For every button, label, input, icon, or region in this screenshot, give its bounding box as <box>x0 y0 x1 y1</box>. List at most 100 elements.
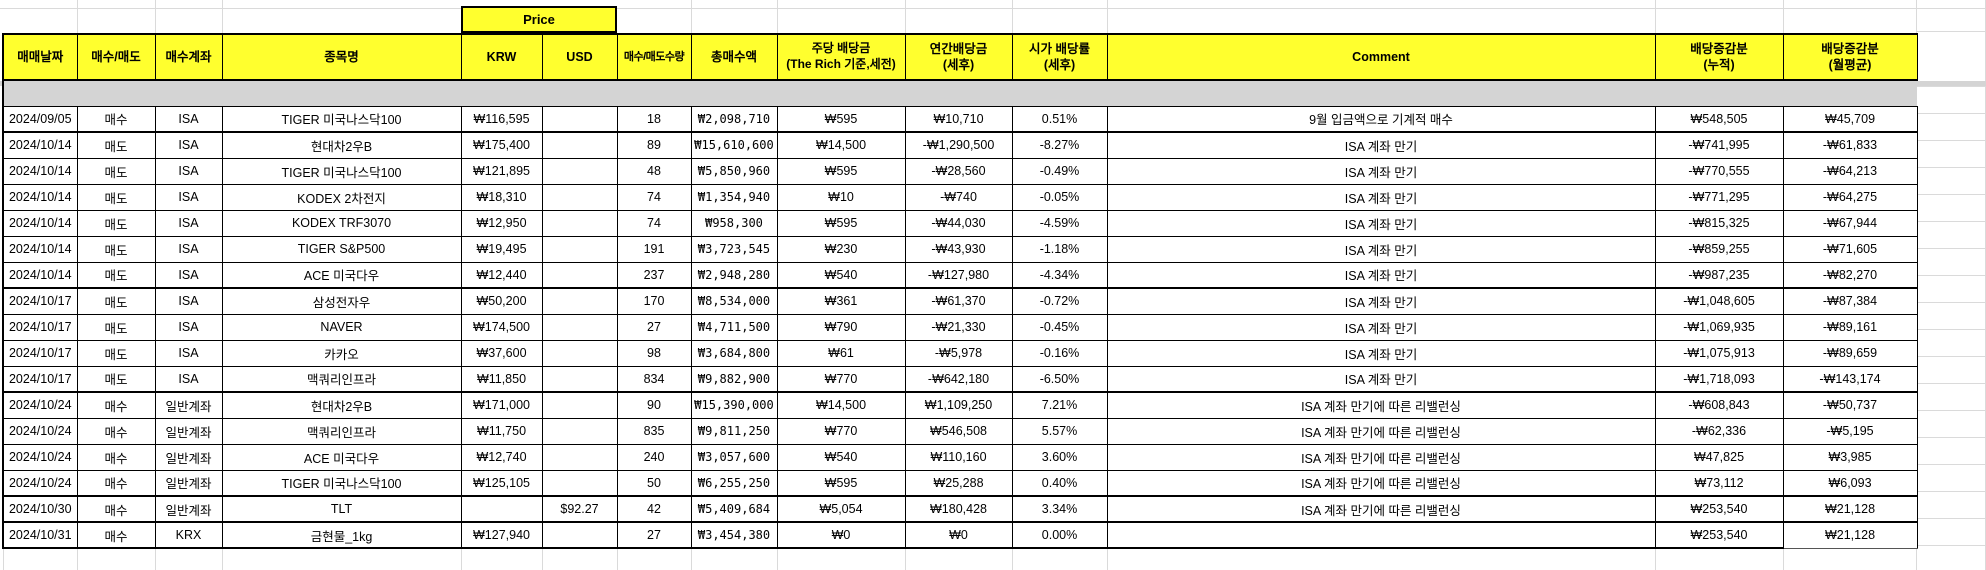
cell-date[interactable]: 2024/10/14 <box>2 261 78 289</box>
cell-monthly[interactable]: ₩6,093 <box>1782 469 1918 497</box>
cell-yield[interactable]: 0.40% <box>1011 469 1108 497</box>
cell-name[interactable]: ACE 미국다우 <box>221 261 462 289</box>
cell-dps[interactable]: ₩14,500 <box>776 391 906 419</box>
cell-krw[interactable]: ₩175,400 <box>460 131 543 159</box>
cell-total[interactable]: ₩4,711,500 <box>690 313 778 341</box>
cell-qty[interactable]: 240 <box>616 443 692 471</box>
cell-annual[interactable]: ₩25,288 <box>904 469 1013 497</box>
cell-qty[interactable]: 74 <box>616 209 692 237</box>
cell-side[interactable]: 매도 <box>76 339 156 367</box>
header-total-amount[interactable]: 총매수액 <box>690 33 778 81</box>
cell-annual[interactable]: -₩740 <box>904 183 1013 211</box>
cell-comment[interactable]: ISA 계좌 만기 <box>1106 209 1656 237</box>
cell-monthly[interactable]: ₩45,709 <box>1782 105 1918 133</box>
cell-krw[interactable]: ₩11,750 <box>460 417 543 445</box>
cell-yield[interactable]: -0.05% <box>1011 183 1108 211</box>
cell-cum[interactable]: ₩73,112 <box>1654 469 1784 497</box>
cell-account[interactable]: ISA <box>154 235 223 263</box>
header-quantity[interactable]: 매수/매도수량 <box>616 33 692 81</box>
cell-krw[interactable]: ₩127,940 <box>460 521 543 549</box>
cell-dps[interactable]: ₩0 <box>776 521 906 549</box>
cell-usd[interactable]: $92.27 <box>541 495 618 523</box>
cell-dps[interactable]: ₩230 <box>776 235 906 263</box>
cell-monthly[interactable]: ₩3,985 <box>1782 443 1918 471</box>
cell-total[interactable]: ₩6,255,250 <box>690 469 778 497</box>
cell-account[interactable]: ISA <box>154 209 223 237</box>
cell-krw[interactable]: ₩121,895 <box>460 157 543 185</box>
cell-monthly[interactable]: -₩89,659 <box>1782 339 1918 367</box>
cell-account[interactable]: 일반계좌 <box>154 417 223 445</box>
cell-total[interactable]: ₩1,354,940 <box>690 183 778 211</box>
cell-cum[interactable]: -₩62,336 <box>1654 417 1784 445</box>
cell-qty[interactable]: 834 <box>616 365 692 393</box>
cell-krw[interactable] <box>460 495 543 523</box>
cell-total[interactable]: ₩9,882,900 <box>690 365 778 393</box>
cell-usd[interactable] <box>541 365 618 393</box>
header-price-usd[interactable]: USD <box>541 33 618 81</box>
header-stock-name[interactable]: 종목명 <box>221 33 462 81</box>
header-dividend-change-cumulative[interactable]: 배당증감분 (누적) <box>1654 33 1784 81</box>
cell-monthly[interactable]: -₩61,833 <box>1782 131 1918 159</box>
cell-qty[interactable]: 89 <box>616 131 692 159</box>
cell-monthly[interactable]: -₩71,605 <box>1782 235 1918 263</box>
cell-annual[interactable]: ₩10,710 <box>904 105 1013 133</box>
cell-date[interactable]: 2024/10/14 <box>2 131 78 159</box>
cell-dps[interactable]: ₩5,054 <box>776 495 906 523</box>
cell-date[interactable]: 2024/10/17 <box>2 313 78 341</box>
cell-usd[interactable] <box>541 417 618 445</box>
cell-krw[interactable]: ₩19,495 <box>460 235 543 263</box>
cell-comment[interactable]: ISA 계좌 만기 <box>1106 339 1656 367</box>
cell-side[interactable]: 매수 <box>76 417 156 445</box>
cell-cum[interactable]: -₩771,295 <box>1654 183 1784 211</box>
cell-yield[interactable]: 0.51% <box>1011 105 1108 133</box>
cell-yield[interactable]: -6.50% <box>1011 365 1108 393</box>
cell-krw[interactable]: ₩125,105 <box>460 469 543 497</box>
cell-dps[interactable]: ₩61 <box>776 339 906 367</box>
cell-dps[interactable]: ₩361 <box>776 287 906 315</box>
cell-cum[interactable]: ₩253,540 <box>1654 521 1784 549</box>
cell-date[interactable]: 2024/10/14 <box>2 209 78 237</box>
cell-cum[interactable]: -₩1,069,935 <box>1654 313 1784 341</box>
cell-comment[interactable]: ISA 계좌 만기 <box>1106 235 1656 263</box>
cell-cum[interactable]: -₩1,048,605 <box>1654 287 1784 315</box>
cell-account[interactable]: ISA <box>154 105 223 133</box>
cell-side[interactable]: 매도 <box>76 131 156 159</box>
cell-total[interactable]: ₩5,850,960 <box>690 157 778 185</box>
cell-account[interactable]: ISA <box>154 339 223 367</box>
cell-yield[interactable]: -0.16% <box>1011 339 1108 367</box>
cell-total[interactable]: ₩5,409,684 <box>690 495 778 523</box>
cell-date[interactable]: 2024/10/24 <box>2 391 78 419</box>
cell-total[interactable]: ₩3,057,600 <box>690 443 778 471</box>
cell-krw[interactable]: ₩116,595 <box>460 105 543 133</box>
cell-monthly[interactable]: -₩67,944 <box>1782 209 1918 237</box>
cell-monthly[interactable]: -₩82,270 <box>1782 261 1918 289</box>
cell-annual[interactable]: ₩0 <box>904 521 1013 549</box>
cell-account[interactable]: 일반계좌 <box>154 443 223 471</box>
cell-name[interactable]: 맥쿼리인프라 <box>221 417 462 445</box>
cell-usd[interactable] <box>541 209 618 237</box>
cell-comment[interactable]: ISA 계좌 만기에 따른 리밸런싱 <box>1106 417 1656 445</box>
header-account[interactable]: 매수계좌 <box>154 33 223 81</box>
cell-cum[interactable]: ₩47,825 <box>1654 443 1784 471</box>
cell-side[interactable]: 매도 <box>76 157 156 185</box>
cell-name[interactable]: TIGER S&P500 <box>221 235 462 263</box>
cell-account[interactable]: ISA <box>154 365 223 393</box>
cell-yield[interactable]: -8.27% <box>1011 131 1108 159</box>
cell-krw[interactable]: ₩37,600 <box>460 339 543 367</box>
cell-comment[interactable]: ISA 계좌 만기 <box>1106 365 1656 393</box>
cell-comment[interactable]: ISA 계좌 만기 <box>1106 157 1656 185</box>
cell-comment[interactable]: ISA 계좌 만기 <box>1106 313 1656 341</box>
cell-monthly[interactable]: -₩87,384 <box>1782 287 1918 315</box>
cell-annual[interactable]: -₩44,030 <box>904 209 1013 237</box>
cell-qty[interactable]: 835 <box>616 417 692 445</box>
cell-account[interactable]: 일반계좌 <box>154 391 223 419</box>
cell-date[interactable]: 2024/10/24 <box>2 417 78 445</box>
cell-cum[interactable]: ₩548,505 <box>1654 105 1784 133</box>
cell-yield[interactable]: -1.18% <box>1011 235 1108 263</box>
header-dividend-per-share[interactable]: 주당 배당금 (The Rich 기준,세전) <box>776 33 906 81</box>
cell-krw[interactable]: ₩174,500 <box>460 313 543 341</box>
cell-date[interactable]: 2024/10/24 <box>2 443 78 471</box>
cell-krw[interactable]: ₩12,950 <box>460 209 543 237</box>
cell-dps[interactable]: ₩790 <box>776 313 906 341</box>
cell-usd[interactable] <box>541 339 618 367</box>
